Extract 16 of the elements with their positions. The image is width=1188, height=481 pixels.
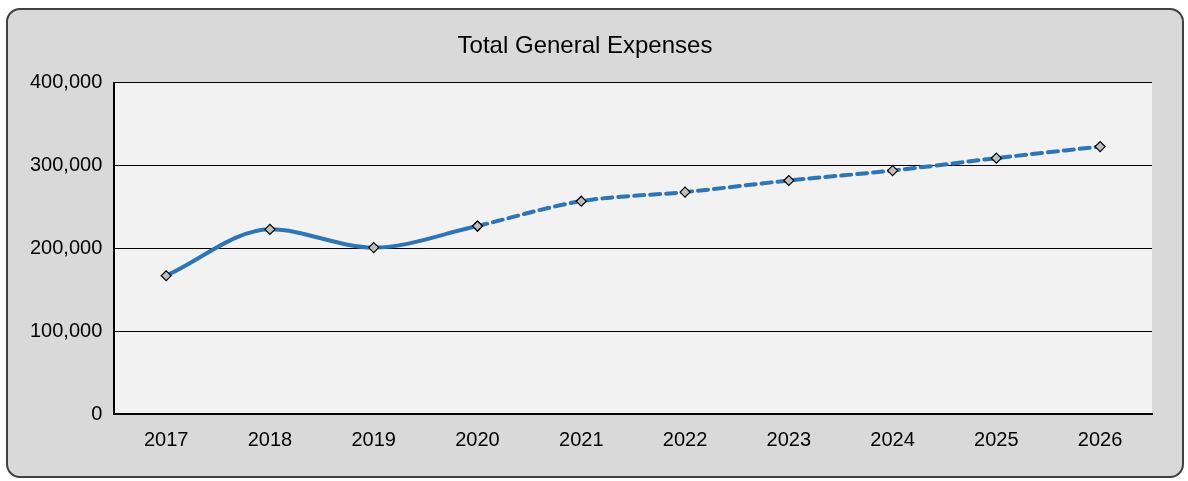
chart-title: Total General Expenses [457, 31, 713, 59]
y-tick-label: 0 [91, 401, 103, 424]
y-tick-label: 400,000 [30, 70, 103, 93]
y-tick-label: 100,000 [30, 318, 103, 341]
x-tick-label: 2020 [455, 427, 500, 450]
x-tick-label: 2024 [870, 427, 915, 450]
x-tick-label: 2017 [143, 427, 189, 450]
x-tick-label: 2022 [662, 427, 708, 450]
x-tick-label: 2025 [974, 427, 1019, 450]
x-tick-label: 2023 [766, 427, 812, 450]
y-tick-label: 300,000 [30, 153, 103, 176]
y-tick-label: 200,000 [30, 235, 103, 258]
x-tick-label: 2019 [351, 427, 396, 450]
x-tick-label: 2018 [247, 427, 293, 450]
x-tick-label: 2026 [1077, 427, 1123, 450]
x-tick-label: 2021 [559, 427, 604, 450]
